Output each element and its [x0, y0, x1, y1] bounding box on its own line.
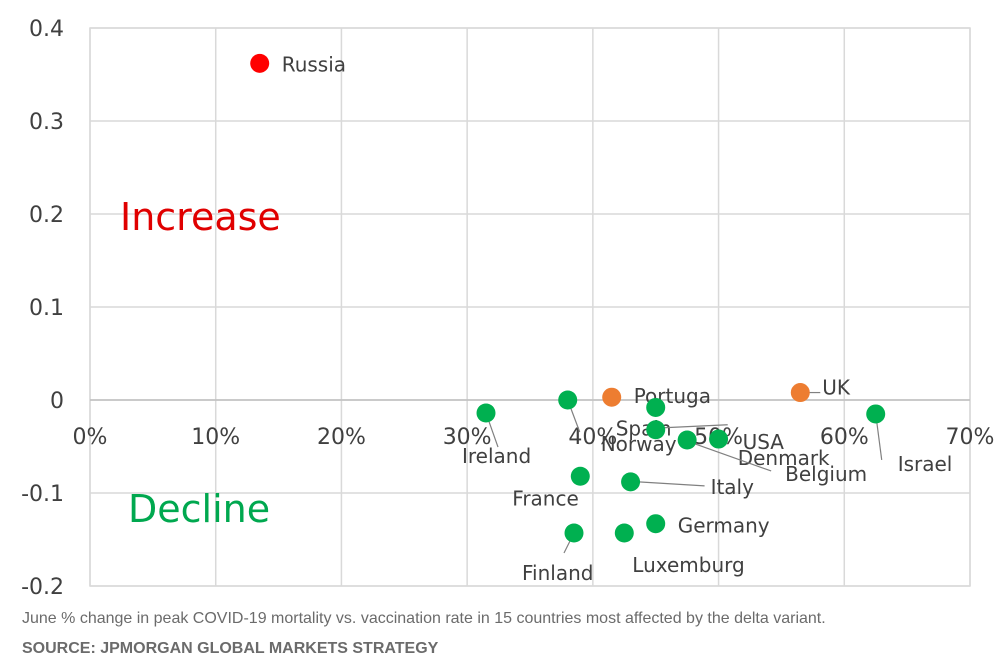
- x-tick-label: 10%: [191, 425, 240, 450]
- point-label: Russia: [282, 52, 346, 76]
- point-label: Belgium: [785, 462, 867, 486]
- data-point: [709, 429, 729, 449]
- x-tick-label: 20%: [317, 425, 366, 450]
- data-point: [250, 53, 270, 73]
- scatter-chart: -0.2-0.100.10.20.30.40%10%20%30%40%50%60…: [21, 17, 995, 600]
- point-label: Italy: [711, 475, 755, 499]
- point-label: Luxemburg: [632, 553, 744, 577]
- point-label: Norway: [601, 432, 677, 456]
- region-annotation: Increase: [120, 195, 281, 239]
- data-point: [646, 514, 666, 534]
- point-label: USA: [743, 430, 785, 454]
- chart-caption: June % change in peak COVID-19 mortality…: [22, 610, 826, 627]
- x-tick-label: 0%: [73, 425, 108, 450]
- data-point: [866, 404, 886, 424]
- point-label: France: [512, 486, 579, 510]
- x-tick-label: 70%: [946, 425, 995, 450]
- data-point: [570, 466, 590, 486]
- point-label: Ireland: [462, 444, 531, 468]
- point-label: UK: [822, 376, 851, 400]
- y-tick-label: -0.1: [21, 482, 64, 507]
- x-tick-label: 60%: [820, 425, 869, 450]
- data-point: [564, 523, 584, 543]
- data-point: [476, 403, 496, 423]
- point-label: Portuga: [634, 384, 711, 408]
- x-tick-label: 40%: [568, 425, 617, 450]
- y-tick-label: 0.2: [29, 203, 64, 228]
- chart-source: SOURCE: JPMORGAN GLOBAL MARKETS STRATEGY: [22, 640, 439, 657]
- data-point: [621, 472, 641, 492]
- point-label: Finland: [522, 561, 593, 585]
- y-tick-label: 0.3: [29, 110, 64, 135]
- data-point: [646, 397, 666, 417]
- y-tick-label: 0.4: [29, 17, 64, 42]
- leader-line: [638, 481, 705, 487]
- x-tick-label: 30%: [443, 425, 492, 450]
- data-point: [602, 387, 622, 407]
- leader-line: [694, 443, 772, 472]
- point-label: Denmark: [738, 446, 830, 470]
- data-point: [558, 390, 578, 410]
- leader-line: [663, 424, 728, 429]
- y-tick-label: 0.1: [29, 296, 64, 321]
- y-tick-label: -0.2: [21, 575, 64, 600]
- y-tick-label: 0: [50, 389, 64, 414]
- data-point: [614, 523, 634, 543]
- point-label: Israel: [898, 452, 953, 476]
- region-annotation: Decline: [128, 487, 270, 531]
- data-point: [677, 430, 697, 450]
- data-point: [646, 420, 666, 440]
- point-label: Germany: [678, 514, 770, 538]
- data-point: [790, 383, 810, 403]
